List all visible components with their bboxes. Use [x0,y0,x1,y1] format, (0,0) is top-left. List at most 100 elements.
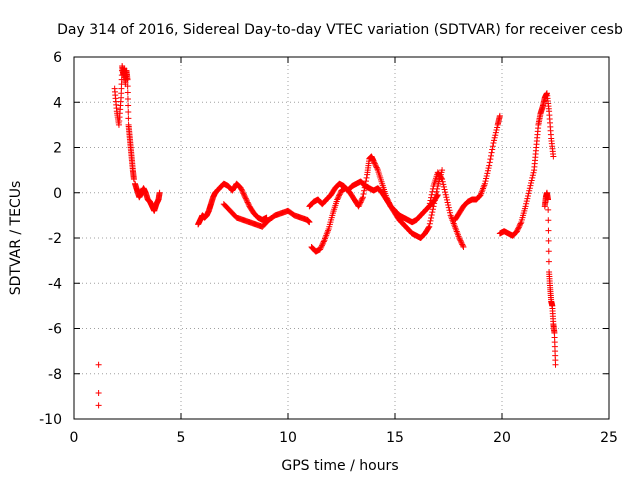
data-point [371,160,378,167]
data-point [320,239,327,246]
data-point [545,206,552,213]
data-point [357,199,364,206]
data-point [320,238,327,245]
data-point [485,165,492,172]
data-point [529,172,536,179]
data-point [456,235,463,241]
data-point [447,209,454,216]
x-tick-label: 5 [177,430,186,446]
x-tick-label: 10 [279,430,297,446]
data-point [124,83,131,90]
data-point [517,221,524,228]
data-point [239,187,246,194]
y-tick-label: -4 [48,276,62,292]
data-point [428,212,435,219]
data-point [242,195,249,202]
data-point [383,194,390,201]
data-point [524,195,531,202]
y-tick-label: 6 [53,50,62,66]
data-point [442,189,449,196]
x-axis-label: GPS time / hours [281,458,398,474]
data-point [240,190,247,197]
data-point [156,189,163,196]
data-point [517,220,524,227]
x-tick-label: 20 [493,430,511,446]
chart-title: Day 314 of 2016, Sidereal Day-to-day VTE… [57,22,623,38]
data-point [440,181,447,188]
data-point [516,223,523,230]
data-point [487,156,494,163]
data-point [515,225,522,232]
data-point [489,146,496,153]
data-point [318,243,325,250]
data-point [317,245,324,252]
data-point [446,207,453,214]
data-point [496,112,503,119]
x-tick-label: 25 [600,430,618,446]
data-point [545,258,552,265]
data-point [441,186,448,193]
data-point [493,127,500,134]
data-point [359,194,366,201]
data-point [514,226,521,233]
data-point [362,181,369,188]
y-tick-label: -8 [48,367,62,383]
y-tick-label: -10 [39,412,62,428]
data-point [460,244,467,251]
data-point [125,115,132,122]
data-point [429,206,436,213]
data-point [318,242,325,249]
data-point [429,209,436,216]
data-point [492,129,499,136]
data-point [522,203,529,210]
data-point [358,196,365,203]
data-point [426,220,433,227]
data-point [525,190,532,197]
data-point [243,196,250,203]
data-point [124,76,131,83]
data-point [528,177,535,184]
data-point [439,167,446,174]
data-point [426,200,433,207]
data-point [334,196,341,203]
y-tick-label: 2 [53,141,62,157]
data-point [335,193,342,200]
data-point [443,196,450,203]
data-point [370,158,377,165]
data-point [490,139,497,146]
data-point [124,89,131,96]
x-tick-label: 0 [70,430,79,446]
data-point [355,203,362,210]
data-point [95,389,102,396]
data-point [530,169,537,176]
data-point [483,172,490,179]
data-point [523,200,530,207]
data-point [429,185,436,192]
data-point [439,176,446,183]
data-point [428,214,435,221]
data-point [515,224,522,231]
data-point [445,202,452,209]
data-point [481,180,488,187]
data-point [438,175,445,182]
x-tick-labels: 0 5 10 15 20 25 [70,430,618,446]
data-point [363,174,370,181]
data-point [356,202,363,209]
data-point [244,199,251,206]
data-point [494,124,501,131]
data-point [240,191,247,198]
y-tick-label: 0 [53,186,62,202]
data-point [524,192,531,199]
data-point [484,167,491,174]
y-tick-label: 4 [53,95,62,111]
data-point [426,203,433,210]
data-point [237,185,244,192]
data-point [373,163,380,170]
data-point [319,241,326,248]
data-point [428,191,435,198]
data-point [130,176,137,183]
data-point [384,196,391,203]
y-tick-labels: -10 -8 -6 -4 -2 0 2 4 6 [39,50,62,428]
data-point [242,194,249,201]
data-point [552,361,559,368]
